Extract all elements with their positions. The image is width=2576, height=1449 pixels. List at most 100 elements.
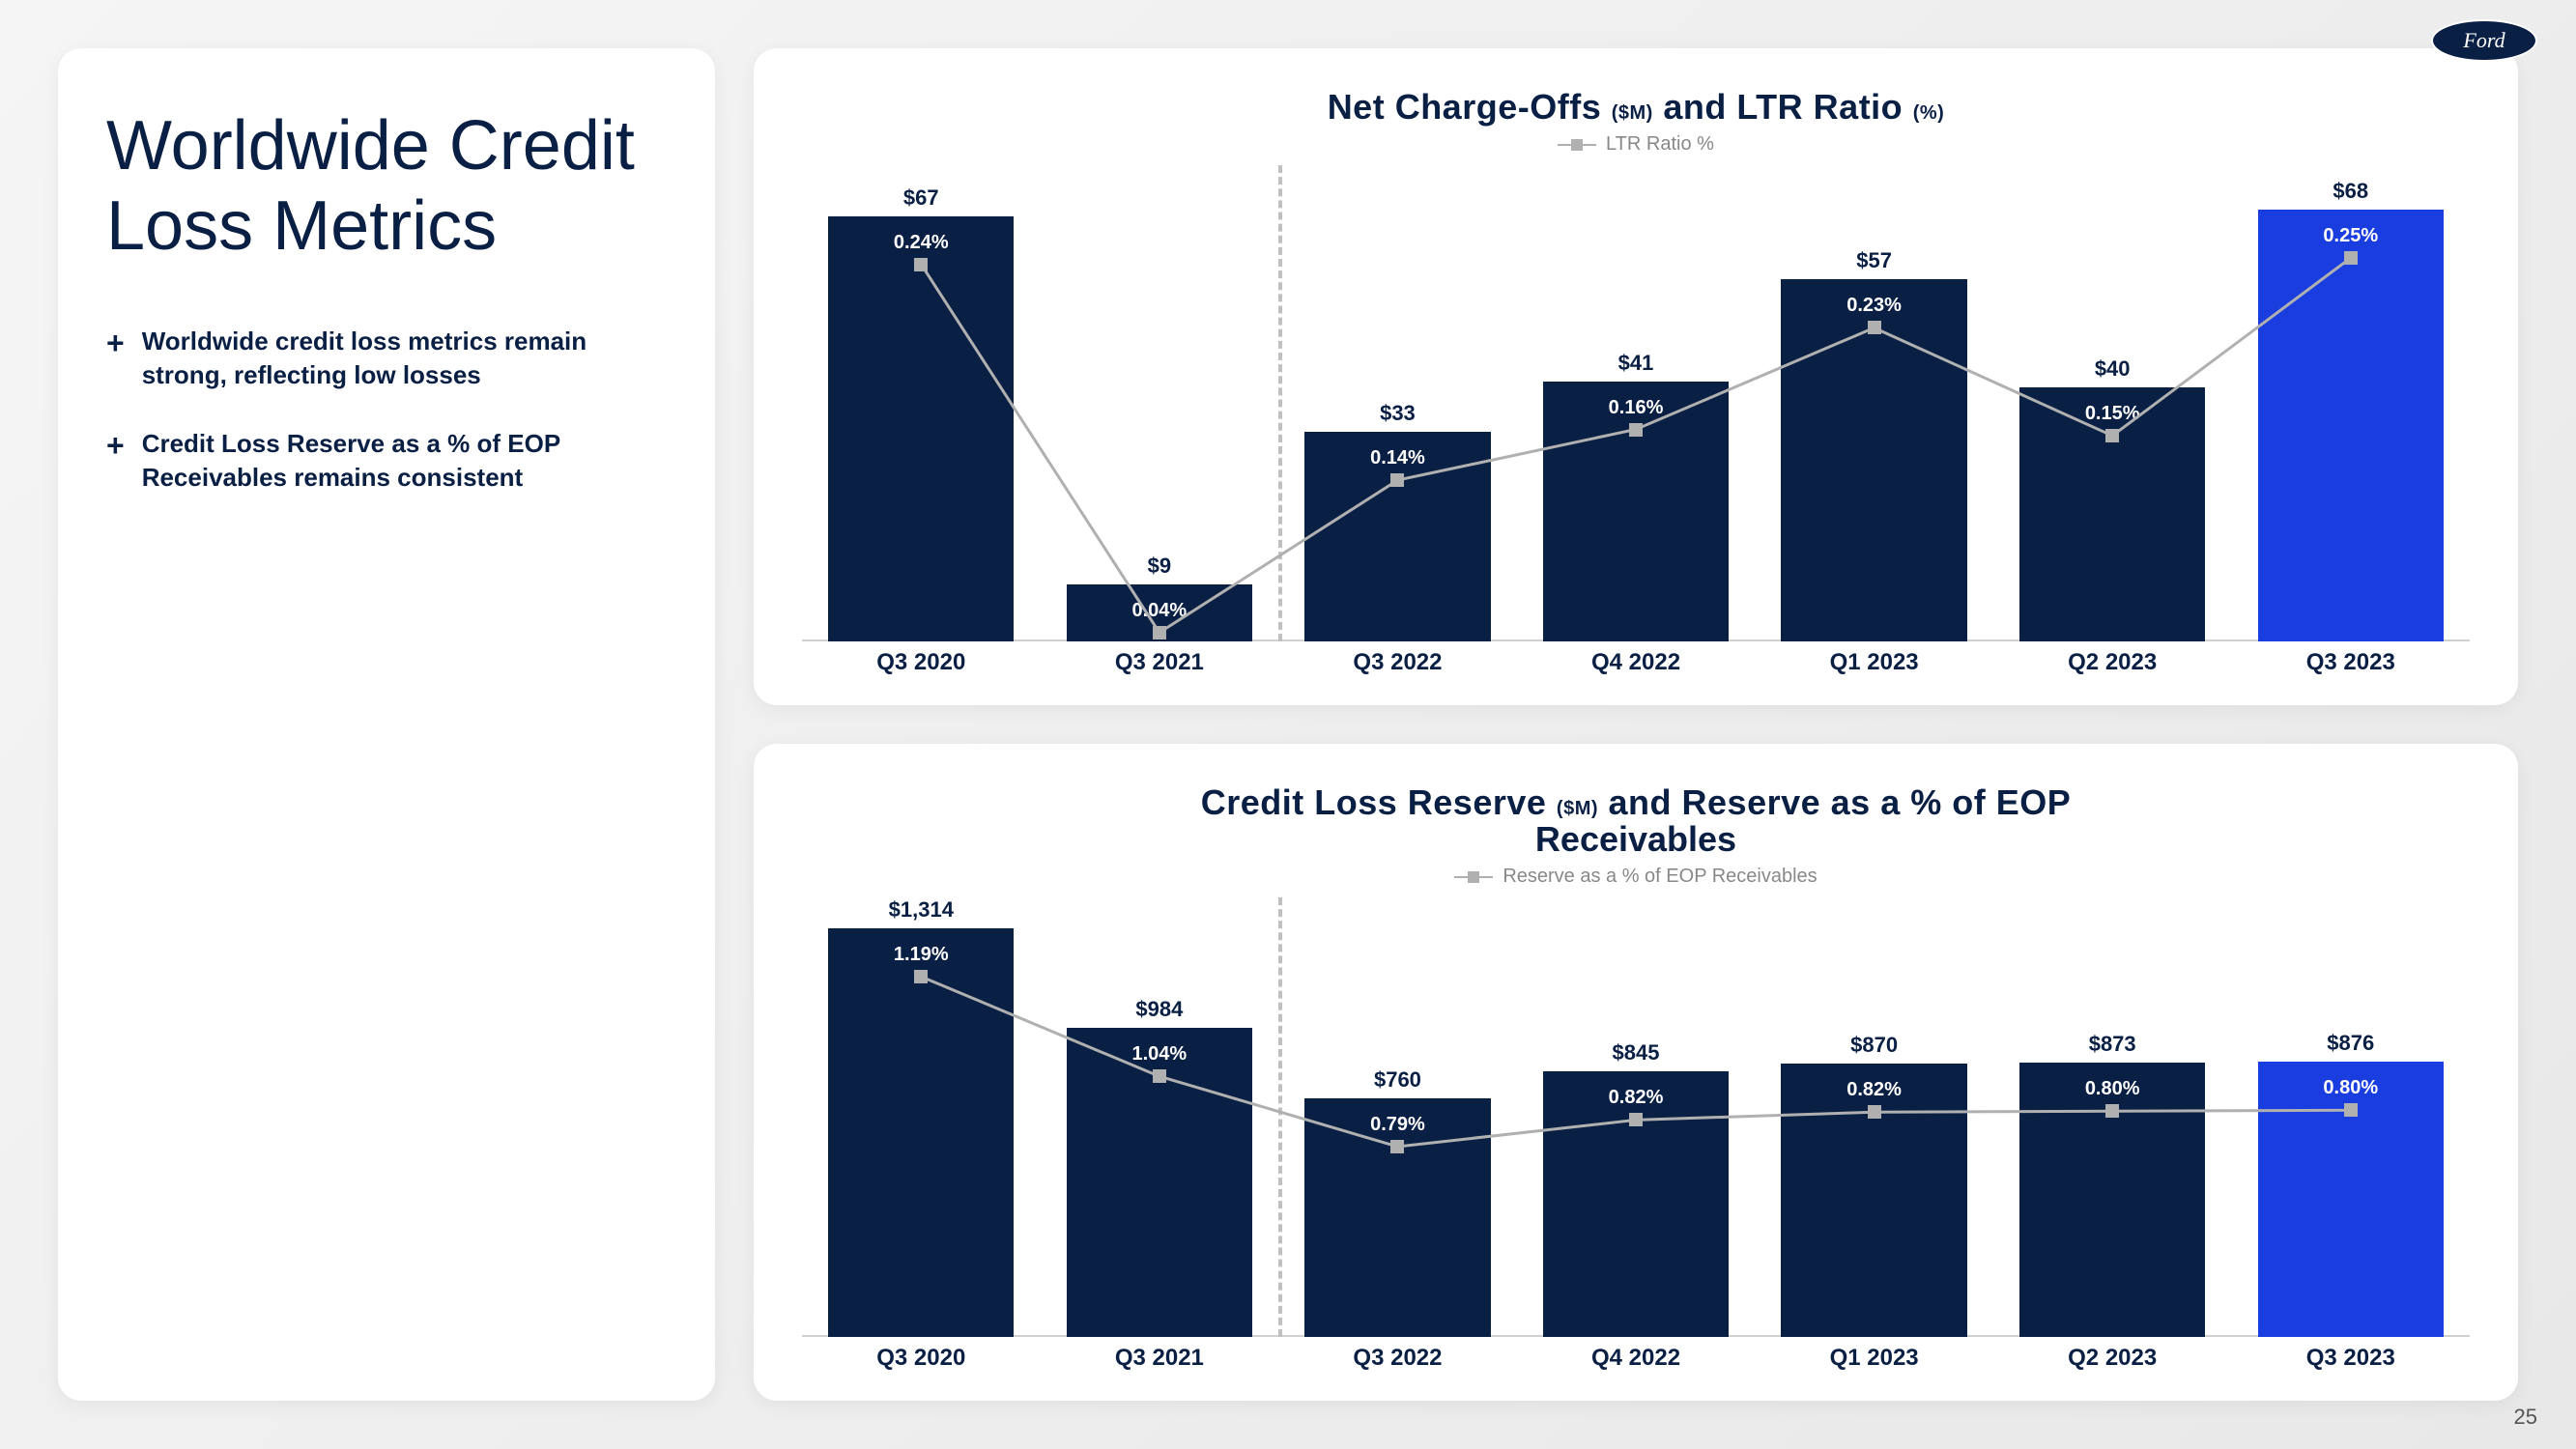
bar-value-label: $41 (1618, 351, 1654, 376)
line-marker-icon (1868, 1105, 1881, 1119)
line-marker-icon (2344, 1103, 2358, 1117)
bar-percent-label: 0.82% (1846, 1079, 1902, 1101)
chart1-legend: LTR Ratio % (802, 133, 2470, 156)
bullet-text: Credit Loss Reserve as a % of EOP Receiv… (142, 427, 667, 495)
bar-percent-label: 1.04% (1132, 1043, 1188, 1065)
bar-value-label: $760 (1374, 1067, 1421, 1093)
x-axis-label: Q3 2020 (802, 649, 1041, 676)
bullet-item: + Credit Loss Reserve as a % of EOP Recei… (106, 427, 667, 495)
bar-group: $40 0.15% (1993, 165, 2232, 641)
line-marker-icon (1153, 1069, 1166, 1083)
line-marker-icon (2344, 251, 2358, 265)
section-divider (1278, 165, 1282, 641)
bar-percent-label: 0.04% (1132, 600, 1188, 622)
bar-value-label: $33 (1380, 401, 1416, 426)
legend-line-icon (1558, 144, 1596, 146)
chart2-legend: Reserve as a % of EOP Receivables (802, 866, 2470, 888)
bar-value-label: $1,314 (889, 897, 954, 923)
bar-percent-label: 0.82% (1609, 1087, 1664, 1109)
bar-group: $760 0.79% (1278, 897, 1517, 1337)
chart-card-credit-loss-reserve: Credit Loss Reserve ($M) and Reserve as … (754, 744, 2518, 1401)
x-axis-label: Q3 2022 (1278, 1345, 1517, 1372)
section-divider (1278, 897, 1282, 1337)
x-axis-label: Q2 2023 (1993, 649, 2232, 676)
x-axis-label: Q3 2020 (802, 1345, 1041, 1372)
bar: 0.82% (1781, 1064, 1966, 1337)
x-axis-label: Q3 2023 (2231, 649, 2470, 676)
x-axis-label: Q3 2021 (1041, 1345, 1279, 1372)
bar-value-label: $984 (1135, 997, 1183, 1022)
line-marker-icon (1629, 1113, 1643, 1126)
bar: 0.25% (2258, 210, 2444, 641)
bar-value-label: $40 (2095, 356, 2131, 382)
x-axis-label: Q3 2023 (2231, 1345, 2470, 1372)
bar-percent-label: 0.16% (1609, 397, 1664, 419)
ford-logo: Ford (2431, 19, 2537, 62)
page-layout: Worldwide Credit Loss Metrics +Worldwide… (0, 0, 2576, 1449)
bar-value-label: $845 (1613, 1040, 1660, 1065)
charts-column: Net Charge-Offs ($M) and LTR Ratio (%) L… (754, 48, 2518, 1401)
page-number: 25 (2514, 1405, 2537, 1430)
chart1-legend-label: LTR Ratio % (1606, 133, 1714, 156)
bar-value-label: $873 (2089, 1032, 2136, 1057)
bar: 1.19% (828, 928, 1014, 1337)
bar-percent-label: 1.19% (894, 944, 949, 966)
chart1-x-axis: Q3 2020Q3 2021Q3 2022Q4 2022Q1 2023Q2 20… (802, 649, 2470, 676)
bar: 0.82% (1543, 1071, 1729, 1337)
bar-group: $67 0.24% (802, 165, 1041, 641)
line-marker-icon (914, 970, 928, 983)
bar-percent-label: 0.23% (1846, 295, 1902, 317)
chart2-x-axis: Q3 2020Q3 2021Q3 2022Q4 2022Q1 2023Q2 20… (802, 1345, 2470, 1372)
bar: 0.16% (1543, 382, 1729, 642)
bar-group: $57 0.23% (1755, 165, 1993, 641)
bar-group: $9 0.04% (1041, 165, 1279, 641)
bar-value-label: $68 (2333, 179, 2368, 204)
x-axis-label: Q3 2022 (1278, 649, 1517, 676)
bar-group: $1,314 1.19% (802, 897, 1041, 1337)
line-marker-icon (1153, 626, 1166, 639)
bullet-item: +Worldwide credit loss metrics remain st… (106, 325, 667, 392)
bar-value-label: $870 (1850, 1033, 1898, 1058)
bar: 0.80% (2019, 1063, 2205, 1337)
x-axis-label: Q4 2022 (1517, 1345, 1756, 1372)
bar-percent-label: 0.25% (2323, 225, 2378, 247)
sidebar-card: Worldwide Credit Loss Metrics +Worldwide… (58, 48, 715, 1401)
plus-icon: + (106, 427, 125, 464)
bar-percent-label: 0.24% (894, 232, 949, 254)
bar-group: $876 0.80% (2231, 897, 2470, 1337)
page-title: Worldwide Credit Loss Metrics (106, 106, 667, 267)
chart-card-net-charge-offs: Net Charge-Offs ($M) and LTR Ratio (%) L… (754, 48, 2518, 705)
chart1-plot-area: $670.24%$90.04%$330.14%$410.16%$570.23%$… (802, 165, 2470, 641)
bar: 0.23% (1781, 279, 1966, 641)
bar-percent-label: 0.80% (2085, 1078, 2140, 1100)
chart2-title-line2: Receivables (802, 819, 2470, 860)
bar-group: $68 0.25% (2231, 165, 2470, 641)
bar-value-label: $67 (903, 185, 939, 211)
bar: 1.04% (1067, 1028, 1252, 1337)
line-marker-icon (1629, 423, 1643, 437)
chart1-title: Net Charge-Offs ($M) and LTR Ratio (%) (802, 87, 2470, 128)
bar-group: $33 0.14% (1278, 165, 1517, 641)
x-axis-label: Q1 2023 (1755, 649, 1993, 676)
bar: 0.79% (1304, 1098, 1490, 1337)
bar-percent-label: 0.14% (1370, 447, 1425, 469)
line-marker-icon (2105, 429, 2119, 442)
bar-percent-label: 0.79% (1370, 1114, 1425, 1136)
bar-value-label: $57 (1856, 248, 1892, 273)
line-marker-icon (1868, 321, 1881, 334)
bar-percent-label: 0.15% (2085, 403, 2140, 425)
bar: 0.14% (1304, 432, 1490, 641)
bar-group: $870 0.82% (1755, 897, 1993, 1337)
bar-value-label: $876 (2327, 1031, 2374, 1056)
legend-line-icon (1454, 876, 1493, 878)
x-axis-label: Q3 2021 (1041, 649, 1279, 676)
bar: 0.80% (2258, 1062, 2444, 1337)
bar: 0.24% (828, 216, 1014, 641)
chart2-plot-area: $1,3141.19%$9841.04%$7600.79%$8450.82%$8… (802, 897, 2470, 1337)
bar-value-label: $9 (1148, 554, 1171, 579)
x-axis-label: Q4 2022 (1517, 649, 1756, 676)
line-marker-icon (914, 258, 928, 271)
line-marker-icon (1390, 473, 1404, 487)
x-axis-label: Q1 2023 (1755, 1345, 1993, 1372)
plus-icon: + (106, 325, 125, 361)
